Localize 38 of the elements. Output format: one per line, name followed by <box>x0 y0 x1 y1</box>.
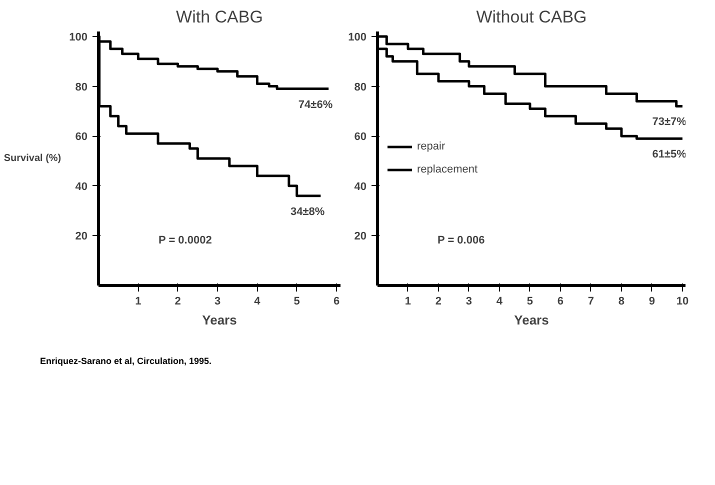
y-tick-label: 60 <box>354 131 367 144</box>
annotation: P = 0.006 <box>438 234 485 246</box>
y-tick-label: 20 <box>354 230 367 243</box>
x-tick-label: 3 <box>214 296 221 308</box>
y-tick-label: 40 <box>354 180 367 193</box>
x-axis-title: Years <box>202 312 237 328</box>
x-tick-label: 10 <box>676 296 689 308</box>
chart-title: Without CABG <box>476 8 587 26</box>
x-tick-label: 6 <box>333 296 340 308</box>
x-tick-label: 3 <box>466 296 472 308</box>
x-tick-label: 1 <box>404 296 412 308</box>
y-tick-label: 100 <box>348 31 367 44</box>
x-tick-label: 4 <box>496 296 504 308</box>
y-tick-label: 80 <box>354 81 367 94</box>
legend-label: repair <box>417 140 446 152</box>
y-axis-title: Survival (%) <box>4 153 62 164</box>
y-tick-label: 20 <box>75 230 88 243</box>
y-tick-label: 40 <box>75 180 88 193</box>
x-tick-label: 2 <box>174 296 181 308</box>
x-tick-label: 7 <box>588 296 594 308</box>
y-tick-label: 60 <box>75 131 88 144</box>
x-tick-label: 1 <box>135 296 142 308</box>
annotation: 74±6% <box>298 98 333 111</box>
annotation: 34±8% <box>290 206 325 218</box>
x-tick-label: 6 <box>557 296 564 308</box>
chart-title: With CABG <box>176 8 263 26</box>
x-axis-title: Years <box>514 312 549 328</box>
y-tick-label: 80 <box>75 81 88 94</box>
x-tick-label: 4 <box>254 296 262 308</box>
y-tick-label: 100 <box>69 31 88 44</box>
x-tick-label: 5 <box>294 296 300 308</box>
x-tick-label: 9 <box>648 296 656 308</box>
legend-label: replacement <box>417 164 478 176</box>
x-tick-label: 8 <box>618 296 625 308</box>
text: Enriquez-Sarano et al, Circulation, 1995. <box>40 355 212 368</box>
x-tick-label: 5 <box>526 296 534 308</box>
x-tick-label: 2 <box>435 296 442 308</box>
annotation: P = 0.0002 <box>158 234 212 246</box>
